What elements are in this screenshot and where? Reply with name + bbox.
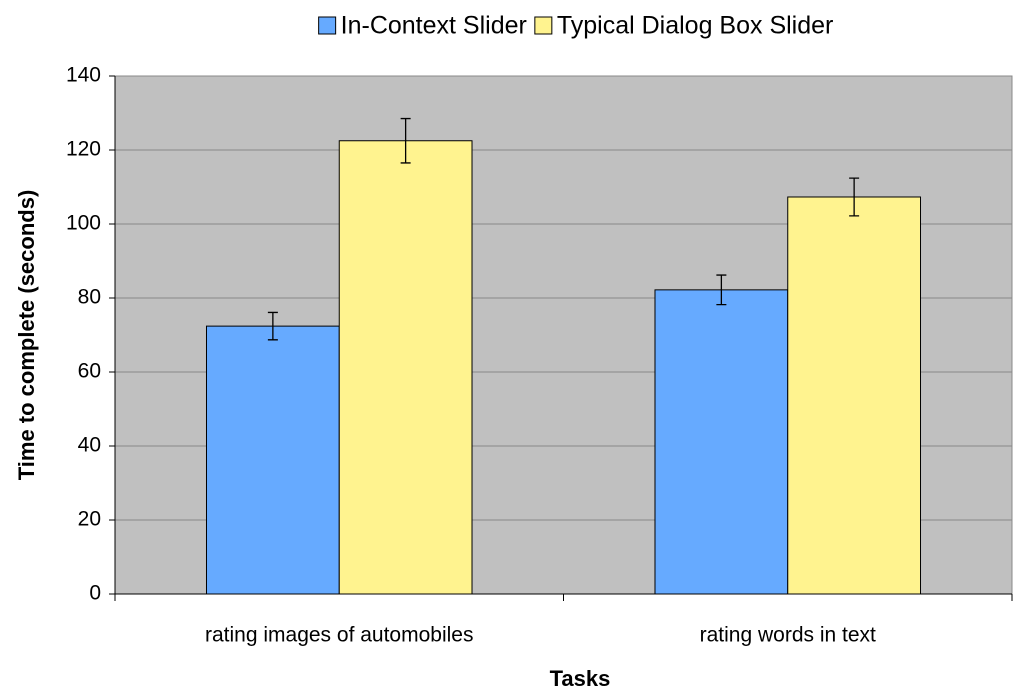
y-tick-label: 100 bbox=[66, 212, 101, 235]
legend-label: In-Context Slider bbox=[341, 12, 527, 40]
y-tick-label: 40 bbox=[78, 434, 101, 457]
bar bbox=[205, 325, 340, 595]
error-bar bbox=[716, 274, 727, 306]
y-tick-label: 60 bbox=[78, 360, 101, 383]
legend-label: Typical Dialog Box Slider bbox=[557, 12, 834, 40]
error-bar bbox=[267, 311, 278, 341]
error-bar bbox=[849, 177, 860, 217]
y-tick-label: 0 bbox=[89, 582, 101, 605]
legend-swatch bbox=[534, 16, 553, 35]
bar bbox=[787, 196, 922, 595]
x-tick-label: rating words in text bbox=[700, 624, 876, 647]
legend-swatch bbox=[318, 16, 337, 35]
y-tick-label: 20 bbox=[78, 508, 101, 531]
x-axis-title: Tasks bbox=[550, 666, 611, 691]
bar bbox=[654, 289, 789, 595]
y-tick-label: 120 bbox=[66, 138, 101, 161]
error-bar bbox=[400, 117, 411, 164]
x-tick-label: rating images of automobiles bbox=[205, 624, 473, 647]
y-tick-label: 80 bbox=[78, 286, 101, 309]
bar bbox=[338, 140, 473, 595]
y-axis-title: Time to complete (seconds) bbox=[14, 190, 39, 481]
y-tick-label: 140 bbox=[66, 64, 101, 87]
